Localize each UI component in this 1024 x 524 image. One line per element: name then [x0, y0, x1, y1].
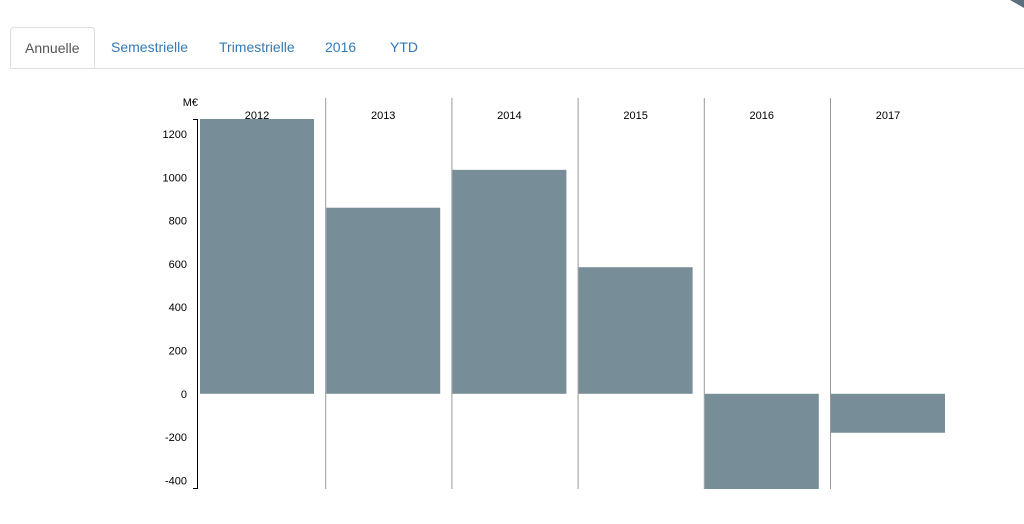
tab-semestrielle[interactable]: Semestrielle: [111, 39, 189, 55]
y-tick-label: -200: [165, 432, 187, 444]
y-tick-label: 1200: [163, 129, 187, 141]
category-label-2014: 2014: [497, 110, 521, 122]
bar-2014[interactable]: [452, 169, 567, 394]
bar-2012[interactable]: [200, 119, 314, 394]
category-label-2015: 2015: [623, 110, 647, 122]
bar-2013[interactable]: [326, 207, 441, 394]
y-tick-label: 800: [169, 216, 187, 228]
tab-ytd[interactable]: YTD: [390, 39, 418, 55]
category-label-2012: 2012: [245, 110, 269, 122]
category-label-2016: 2016: [750, 110, 774, 122]
tab-2016[interactable]: 2016: [325, 39, 357, 55]
y-axis-unit-label: M€: [183, 97, 198, 109]
tab-trimestrielle[interactable]: Trimestrielle: [219, 39, 295, 55]
y-tick-label: 600: [169, 259, 187, 271]
y-tick-label: 0: [181, 389, 187, 401]
period-tabs: Annuelle Semestrielle Trimestrielle 2016…: [10, 27, 1024, 69]
bar-2016[interactable]: [704, 393, 819, 489]
category-label-2013: 2013: [371, 110, 395, 122]
bar-2017[interactable]: [831, 393, 945, 433]
y-tick-label: 200: [169, 346, 187, 358]
category-label-2017: 2017: [876, 110, 900, 122]
tab-annuelle[interactable]: Annuelle: [10, 27, 95, 68]
bar-2015[interactable]: [578, 267, 693, 394]
y-tick-label: 1000: [163, 172, 187, 184]
y-tick-label: -400: [165, 475, 187, 487]
y-tick-label: 400: [169, 302, 187, 314]
corner-accent-icon: [1010, 0, 1024, 8]
